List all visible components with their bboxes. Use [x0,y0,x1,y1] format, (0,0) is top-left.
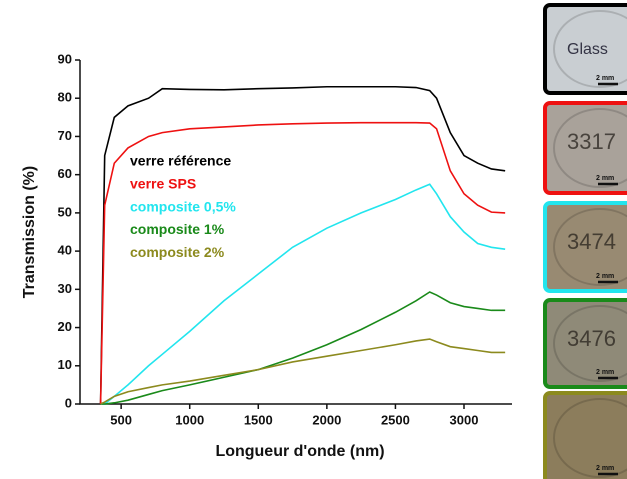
sample-disc [553,108,627,188]
y-tick-label: 80 [58,90,72,105]
y-tick-label: 70 [58,128,72,143]
photo-label: Glass [567,41,608,58]
scale-label: 2 mm [596,465,614,472]
y-tick-label: 10 [58,357,72,372]
y-tick-label: 30 [58,281,72,296]
series-line [100,291,506,405]
x-axis-label: Longueur d'onde (nm) [215,443,384,460]
sample-disc [553,398,627,478]
series-line [100,183,506,405]
photo-label: 3476 [567,326,616,351]
x-tick-label: 3000 [450,412,479,427]
series-line [100,338,506,405]
legend-entry: verre SPS [130,176,196,192]
x-tick-label: 2500 [381,412,410,427]
series-line [99,85,506,405]
y-tick-label: 60 [58,166,72,181]
sample-disc [553,208,627,286]
axes [79,60,512,405]
y-tick-label: 0 [65,395,72,410]
x-tick-label: 1500 [244,412,273,427]
y-tick-label: 40 [58,243,72,258]
x-tick-label: 2000 [312,412,341,427]
sample-disc [553,305,627,382]
legend-entry: verre référence [130,153,231,169]
legend-entry: composite 0,5% [130,198,236,214]
scale-label: 2 mm [596,175,614,182]
scale-label: 2 mm [596,273,614,280]
scale-label: 2 mm [596,369,614,376]
y-tick-label: 50 [58,204,72,219]
y-tick-label: 20 [58,319,72,334]
x-tick-label: 1000 [175,412,204,427]
y-tick-label: 90 [58,51,72,66]
y-axis-label: Transmission (%) [21,166,38,298]
legend-entry: composite 1% [130,221,225,237]
photo-label: 3474 [567,229,616,254]
scale-label: 2 mm [596,75,614,82]
series-line [99,121,506,405]
x-tick-label: 500 [110,412,132,427]
sample-disc [553,10,627,88]
legend-entry: composite 2% [130,244,225,260]
photo-label: 3317 [567,129,616,154]
